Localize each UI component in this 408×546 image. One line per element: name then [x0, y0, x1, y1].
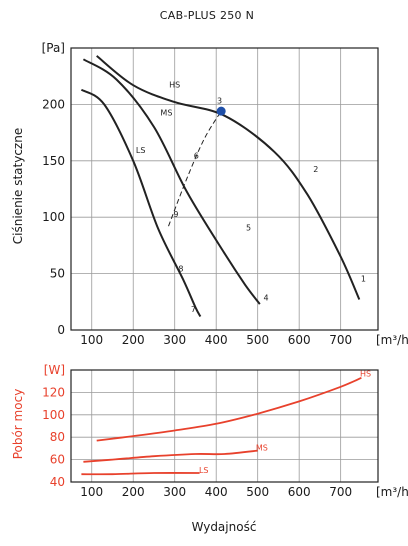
curve-label: 5 [246, 224, 251, 233]
curve-label: HS [360, 370, 371, 379]
curve-label: MS [256, 444, 268, 453]
x-tick-label: 700 [329, 485, 352, 499]
x-tick-label: 100 [80, 485, 103, 499]
y-tick-label: 0 [57, 323, 65, 337]
y-tick-label: 100 [42, 210, 65, 224]
plot-frame [70, 47, 379, 331]
y-tick-label: 60 [50, 453, 65, 467]
x-tick-label: 100 [80, 333, 103, 347]
y-tick-label: 100 [42, 408, 65, 422]
plot-frame [70, 369, 379, 483]
x-tick-label: 300 [163, 485, 186, 499]
operating-point-marker [216, 106, 226, 116]
curve-label: MS [160, 109, 172, 118]
x-tick-label: 500 [246, 485, 269, 499]
y-tick-label: 200 [42, 97, 65, 111]
curve-label: HS [169, 80, 180, 89]
x-tick-label: 600 [288, 333, 311, 347]
x-tick-label: 300 [163, 333, 186, 347]
curve-label: LS [136, 146, 146, 155]
y-unit-label: [W] [44, 363, 65, 377]
x-tick-label: 200 [122, 333, 145, 347]
series-line-duty-line [168, 110, 222, 227]
x-tick-label: 700 [329, 333, 352, 347]
y-unit-label: [Pa] [42, 41, 65, 55]
power-panel: 100 200 300 400 500 600 700 40 60 80 100 120 [W] [m³/… [42, 363, 408, 499]
series-line-ls [80, 88, 202, 317]
pressure-panel: 100 200 300 400 500 600 700 0 50 100 150 200 [Pa] [m³… [42, 41, 408, 347]
chart-title: CAB-PLUS 250 N [160, 9, 254, 22]
x-unit-label: [m³/h] [376, 333, 408, 347]
curve-label: 3 [217, 96, 222, 105]
pressure-axis-title: Ciśnienie statyczne [11, 128, 25, 244]
series-line-ms [82, 58, 261, 305]
x-tick-label: 400 [205, 333, 228, 347]
y-tick-label: 150 [42, 154, 65, 168]
curve-label: 8 [178, 264, 183, 273]
x-tick-label: 400 [205, 485, 228, 499]
series-line-hs [96, 55, 361, 300]
y-tick-label: 50 [50, 267, 65, 281]
curve-label: 6 [194, 152, 199, 161]
series-line-ls [81, 472, 200, 476]
power-axis-title: Pobór mocy [11, 389, 25, 460]
curve-label: 1 [361, 274, 366, 283]
y-tick-label: 40 [50, 475, 65, 489]
x-axis-title: Wydajność [192, 520, 257, 534]
y-tick-label: 80 [50, 430, 65, 444]
curve-label: 9 [173, 210, 178, 219]
curve-label: 4 [263, 294, 268, 303]
series-line-hs [96, 376, 362, 442]
series-line-ms [83, 449, 258, 463]
x-tick-label: 500 [246, 333, 269, 347]
y-tick-label: 120 [42, 385, 65, 399]
curve-label: LS [199, 466, 209, 475]
curve-label: 2 [313, 165, 318, 174]
x-unit-label: [m³/h] [376, 485, 408, 499]
x-tick-label: 600 [288, 485, 311, 499]
x-tick-label: 200 [122, 485, 145, 499]
curve-label: 7 [191, 305, 196, 314]
